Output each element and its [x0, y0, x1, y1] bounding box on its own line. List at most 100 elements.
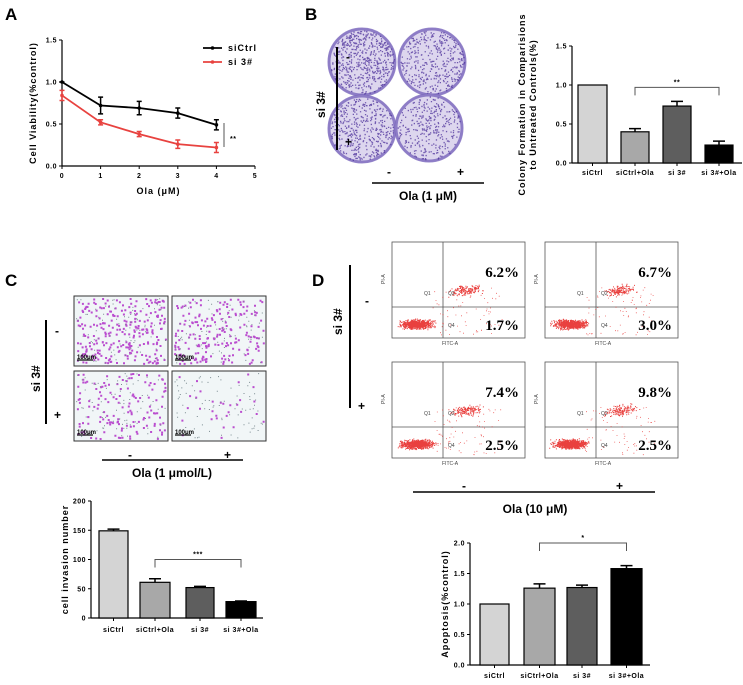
y-tick-label: 0.0: [556, 161, 567, 168]
bar: [225, 601, 257, 619]
scale-bar-label: 100μm: [77, 355, 96, 361]
y-axis-title: Colony Formation in Comparisions: [517, 13, 527, 195]
invasion-micrographs: 100μm 100μm 100μm 100μm: [73, 295, 267, 442]
panel-label-b: B: [305, 5, 317, 24]
y-tick-label: 1.5: [454, 571, 465, 578]
bar: [610, 568, 643, 666]
x-tick-label: si 3#+Ola: [609, 673, 644, 680]
x-tick-label: 1: [98, 173, 102, 180]
data-point: [176, 142, 180, 146]
bar: [620, 131, 650, 164]
data-point: [176, 111, 180, 115]
y-tick-label: 1.0: [556, 83, 567, 90]
y-axis-title: Cell Viability(%control): [28, 42, 38, 164]
y-tick-label: 0: [82, 616, 86, 623]
y-axis-label: PI-A: [534, 394, 540, 404]
data-point: [98, 103, 103, 108]
flow-plot: Q1 Q2 Q4 7.4% 2.5% PI-A FITC-A: [381, 361, 526, 467]
plate-rim: [394, 93, 464, 163]
cell-events: [549, 403, 656, 456]
panel-label-c: C: [5, 271, 17, 290]
significance-bracket: [634, 86, 720, 96]
col-factor-d: Ola (10 μM): [503, 502, 568, 516]
panel-label-d: D: [312, 271, 324, 290]
y-tick-label: 150: [73, 528, 86, 535]
plate-background: [395, 94, 463, 162]
data-point: [214, 123, 219, 127]
x-tick-label: si 3#+Ola: [223, 627, 258, 634]
y-tick-label: 0.0: [46, 164, 57, 171]
q4-percentage: 1.7%: [485, 318, 519, 334]
colony-plate: [327, 27, 397, 97]
significance-bracket: [539, 542, 627, 551]
significance-label: ***: [193, 552, 203, 559]
row-level-c-minus: -: [55, 324, 59, 338]
x-tick-label: siCtrl+Ola: [136, 627, 174, 634]
flow-plot: Q1 Q2 Q4 6.7% 3.0% PI-A FITC-A: [534, 241, 679, 347]
quadrant-label-q2: Q2: [601, 411, 608, 417]
quadrant-label-q1: Q1: [424, 291, 431, 297]
data-point: [60, 80, 64, 84]
col-level-d-plus: +: [616, 479, 623, 493]
col-level-c-minus: -: [128, 448, 132, 462]
y-tick-label: 50: [77, 586, 86, 593]
colony-plates: [327, 27, 467, 164]
y-tick-label: 1.0: [46, 80, 57, 87]
y-tick-label: 1.0: [454, 602, 465, 609]
quadrant-label-q2: Q2: [601, 291, 608, 297]
colonies: [330, 98, 394, 161]
cell-events: [397, 284, 503, 336]
x-tick-label: siCtrl+Ola: [616, 170, 654, 177]
y-tick-label: 0.5: [46, 122, 57, 129]
error-bar: [533, 583, 546, 589]
quadrant-label-q4: Q4: [601, 323, 608, 329]
x-tick-label: 5: [253, 173, 257, 180]
bar: [139, 581, 171, 619]
x-tick-label: siCtrl: [582, 170, 603, 177]
x-tick-label: siCtrl+Ola: [520, 673, 558, 680]
flow-cytometry-plots: Q1 Q2 Q4 6.2% 1.7% PI-A FITC-A Q1 Q2 Q4 6.7% 3.0% PI…: [381, 241, 679, 467]
quadrant-label-q1: Q1: [424, 411, 431, 417]
col-factor-b: Ola (1 μM): [399, 189, 457, 203]
micrograph: 100μm: [73, 295, 169, 367]
colony-plate: [327, 94, 397, 164]
y-axis-title: Apoptosis(%control): [440, 550, 450, 658]
y-tick-label: 0.0: [454, 663, 465, 670]
scale-bar-label: 100μm: [175, 355, 194, 361]
row-level-b-minus: -: [346, 50, 350, 64]
colony-plate: [397, 27, 467, 97]
x-tick-label: si 3#: [573, 673, 591, 680]
y-tick-label: 2.0: [454, 541, 465, 548]
x-axis-title: Ola (μM): [136, 186, 180, 196]
quadrant-label-q4: Q4: [448, 323, 455, 329]
bar: [662, 105, 692, 164]
x-axis-label: FITC-A: [595, 461, 612, 467]
bar: [523, 587, 556, 666]
col-factor-c: Ola (1 μmol/L): [132, 466, 212, 480]
q4-percentage: 2.5%: [638, 438, 672, 454]
legend-label: siCtrl: [228, 43, 257, 53]
x-tick-label: siCtrl: [103, 627, 124, 634]
q2-percentage: 9.8%: [638, 385, 672, 401]
chart-b: 0.0 0.5 1.0 1.5 Colony Formation in Comparis…: [517, 13, 742, 196]
legend-marker: [210, 60, 215, 64]
q4-percentage: 2.5%: [485, 438, 519, 454]
bar: [566, 586, 598, 666]
colony-plate: [394, 93, 464, 163]
x-tick-label: 4: [214, 173, 218, 180]
data-point: [98, 120, 103, 125]
bar: [704, 144, 734, 164]
row-factor-d: si 3#: [331, 308, 345, 335]
y-axis-label: PI-A: [381, 394, 387, 404]
data-point: [60, 93, 64, 98]
data-point: [137, 132, 141, 136]
micrograph: 100μm: [171, 370, 267, 442]
x-tick-label: si 3#: [668, 170, 686, 177]
flow-plot: Q1 Q2 Q4 9.8% 2.5% PI-A FITC-A: [534, 361, 679, 467]
col-level-c-plus: +: [224, 448, 231, 462]
cell-events: [397, 404, 502, 456]
x-tick-label: 2: [137, 173, 141, 180]
flow-plot: Q1 Q2 Q4 6.2% 1.7% PI-A FITC-A: [381, 241, 526, 347]
